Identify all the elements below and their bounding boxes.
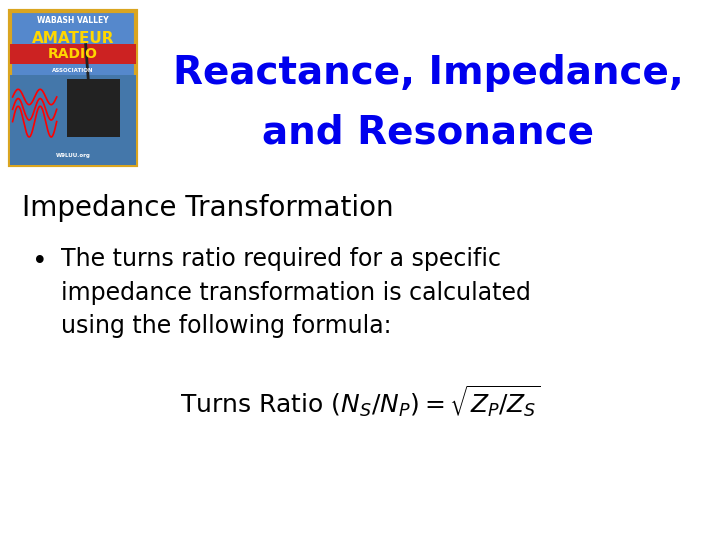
Text: W9LUU.org: W9LUU.org xyxy=(55,153,91,158)
Text: using the following formula:: using the following formula: xyxy=(61,314,392,338)
Text: WABASH VALLEY: WABASH VALLEY xyxy=(37,16,109,25)
Text: Reactance, Impedance,: Reactance, Impedance, xyxy=(173,54,684,92)
Text: The turns ratio required for a specific: The turns ratio required for a specific xyxy=(61,247,501,271)
Text: Impedance Transformation: Impedance Transformation xyxy=(22,194,393,222)
Text: •: • xyxy=(32,249,48,275)
Text: RADIO: RADIO xyxy=(48,47,98,61)
Text: impedance transformation is calculated: impedance transformation is calculated xyxy=(61,281,531,305)
Text: ASSOCIATION: ASSOCIATION xyxy=(53,69,94,73)
Bar xyxy=(10,44,136,64)
Text: Turns Ratio $(N_S/N_P) = \sqrt{Z_P/Z_S}$: Turns Ratio $(N_S/N_P) = \sqrt{Z_P/Z_S}$ xyxy=(179,384,541,420)
Text: AMATEUR: AMATEUR xyxy=(32,31,114,46)
Text: and Resonance: and Resonance xyxy=(262,113,595,151)
Bar xyxy=(67,78,120,137)
FancyBboxPatch shape xyxy=(10,11,136,165)
Bar xyxy=(10,76,136,165)
